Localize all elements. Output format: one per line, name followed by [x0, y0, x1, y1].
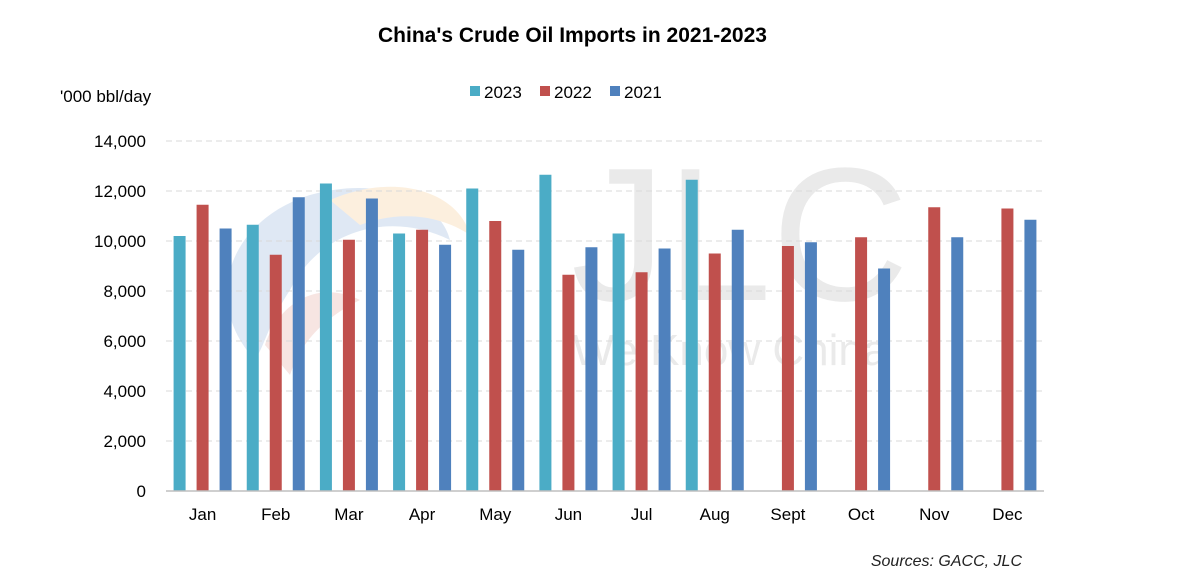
watermark-logo-arc-red [265, 292, 360, 375]
y-tick-label: 14,000 [94, 132, 146, 151]
bar-2021-jun [585, 247, 598, 491]
bar-2021-may [512, 249, 525, 491]
bar-2022-apr [416, 229, 429, 491]
bar-2021-feb [292, 197, 305, 491]
x-tick-label: Apr [409, 505, 436, 524]
legend-swatch-2023 [470, 86, 480, 96]
x-tick-label: May [479, 505, 512, 524]
bar-2022-may [489, 221, 502, 491]
bar-2022-aug [708, 253, 721, 491]
x-tick-label: Jul [631, 505, 653, 524]
bar-2022-feb [269, 254, 282, 491]
x-tick-label: Sept [770, 505, 805, 524]
bar-2021-dec [1024, 219, 1037, 491]
x-tick-label: Oct [848, 505, 875, 524]
legend-label-2023: 2023 [484, 83, 522, 102]
y-axis-unit-label: '000 bbl/day [60, 87, 152, 106]
bar-2021-oct [878, 268, 891, 491]
gridlines [166, 140, 1044, 442]
y-tick-label: 8,000 [103, 282, 146, 301]
y-tick-label: 2,000 [103, 432, 146, 451]
source-note: Sources: GACC, JLC [870, 553, 1022, 570]
x-tick-label: Jun [555, 505, 582, 524]
x-tick-label: Dec [992, 505, 1023, 524]
bar-2022-oct [855, 237, 868, 491]
bar-2023-may [466, 188, 479, 491]
legend-label-2022: 2022 [554, 83, 592, 102]
x-tick-label: Aug [700, 505, 730, 524]
bars [173, 174, 1037, 491]
bar-2021-mar [365, 198, 378, 491]
bar-2021-apr [439, 244, 452, 491]
y-tick-label: 10,000 [94, 232, 146, 251]
bar-2021-jul [658, 248, 671, 491]
watermark-tagline: We Know China [573, 326, 888, 375]
y-axis-ticks: 0 2,000 4,000 6,000 8,000 10,000 12,000 14,000 [94, 132, 146, 501]
legend-swatch-2021 [610, 86, 620, 96]
y-tick-label: 12,000 [94, 182, 146, 201]
bar-2022-dec [1001, 208, 1014, 491]
bar-2023-feb [246, 224, 259, 491]
watermark-logo-arc-blue [226, 187, 450, 360]
bar-2022-nov [928, 207, 941, 491]
legend: 2023 2022 2021 [470, 83, 662, 102]
x-tick-label: Feb [261, 505, 290, 524]
legend-swatch-2022 [540, 86, 550, 96]
bar-2023-aug [685, 179, 698, 491]
bar-2023-mar [319, 183, 332, 491]
bar-2023-jun [539, 174, 552, 491]
x-tick-label: Jan [189, 505, 216, 524]
chart-title: China's Crude Oil Imports in 2021-2023 [378, 24, 767, 47]
bar-2022-mar [342, 239, 355, 491]
x-tick-label: Mar [334, 505, 364, 524]
bar-2021-jan [219, 228, 232, 491]
bar-2021-aug [731, 229, 744, 491]
y-tick-label: 6,000 [103, 332, 146, 351]
bar-2023-jul [612, 233, 625, 491]
bar-2023-apr [393, 233, 406, 491]
y-tick-label: 4,000 [103, 382, 146, 401]
bar-2021-nov [951, 237, 964, 491]
bar-2023-jan [173, 236, 186, 491]
watermark-logo-arc-orange [330, 186, 470, 235]
bar-2021-sept [804, 242, 817, 491]
x-axis-ticks: Jan Feb Mar Apr May Jun Jul Aug Sept Oct Nov Dec [189, 505, 1023, 524]
x-tick-label: Nov [919, 505, 950, 524]
bar-2022-jan [196, 204, 209, 491]
y-tick-label: 0 [137, 482, 146, 501]
bar-2022-sept [781, 246, 794, 491]
bar-2022-jul [635, 272, 648, 491]
legend-label-2021: 2021 [624, 83, 662, 102]
bar-2022-jun [562, 274, 575, 491]
